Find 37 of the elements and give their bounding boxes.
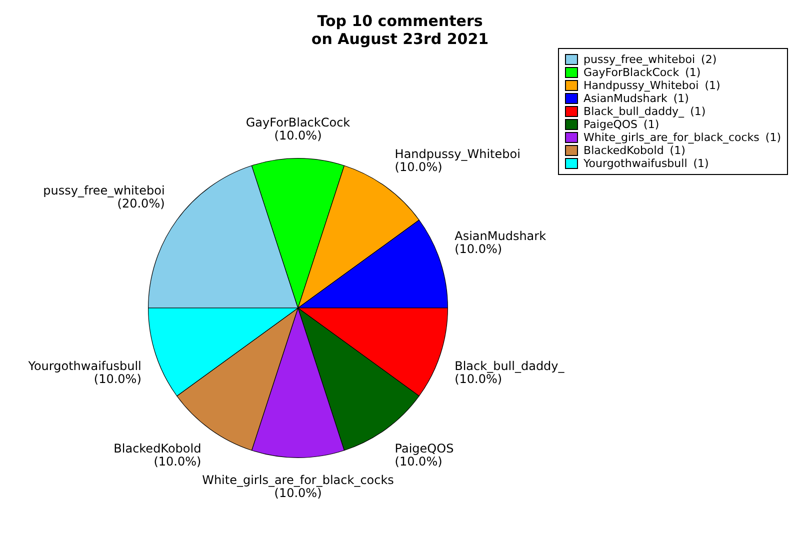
legend-label: Handpussy_Whiteboi [584, 79, 699, 92]
data-label: (10.0%) [454, 242, 502, 256]
slice-label: Handpussy_Whiteboi [394, 146, 520, 161]
slice-label: BlackedKobold [114, 441, 202, 456]
slice-label: pussy_free_whiteboi [43, 183, 165, 198]
legend-label: Black_bull_daddy_ [584, 105, 684, 118]
legend-label: BlackedKobold [584, 144, 664, 157]
text: (1) [670, 144, 686, 157]
data-label: (10.0%) [154, 454, 202, 468]
text: (2) [701, 53, 717, 66]
text: (1) [690, 105, 706, 118]
data-label: (10.0%) [94, 372, 142, 386]
text: (1) [673, 92, 689, 105]
data-label: (10.0%) [454, 372, 502, 386]
slice-label: White_girls_are_for_black_cocks [202, 472, 394, 487]
data-label: (10.0%) [274, 486, 322, 500]
legend-label: pussy_free_whiteboi [584, 53, 696, 66]
slice-label: PaigeQOS [394, 441, 454, 456]
legend-label: PaigeQOS [584, 118, 638, 131]
slice-label: GayForBlackCock [246, 115, 350, 130]
text: (1) [765, 131, 781, 144]
slice-label: Black_bull_daddy_ [454, 359, 566, 374]
data-label: (10.0%) [274, 128, 322, 142]
data-label: (10.0%) [394, 454, 442, 468]
text: (1) [644, 118, 660, 131]
text: (1) [704, 79, 720, 92]
chart-title: Top 10 commenters on August 23rd 2021 [310, 12, 490, 48]
legend-label: GayForBlackCock [584, 66, 680, 79]
slice-label: AsianMudshark [454, 229, 546, 244]
text: (1) [685, 66, 701, 79]
data-label: (20.0%) [117, 196, 165, 210]
legend-label: AsianMudshark [584, 92, 668, 105]
legend-label: White_girls_are_for_black_cocks [584, 131, 760, 144]
text: (1) [693, 157, 709, 170]
legend-label: Yourgothwaifusbull [584, 157, 688, 170]
slice-label: Yourgothwaifusbull [27, 359, 142, 374]
data-label: (10.0%) [394, 160, 442, 174]
